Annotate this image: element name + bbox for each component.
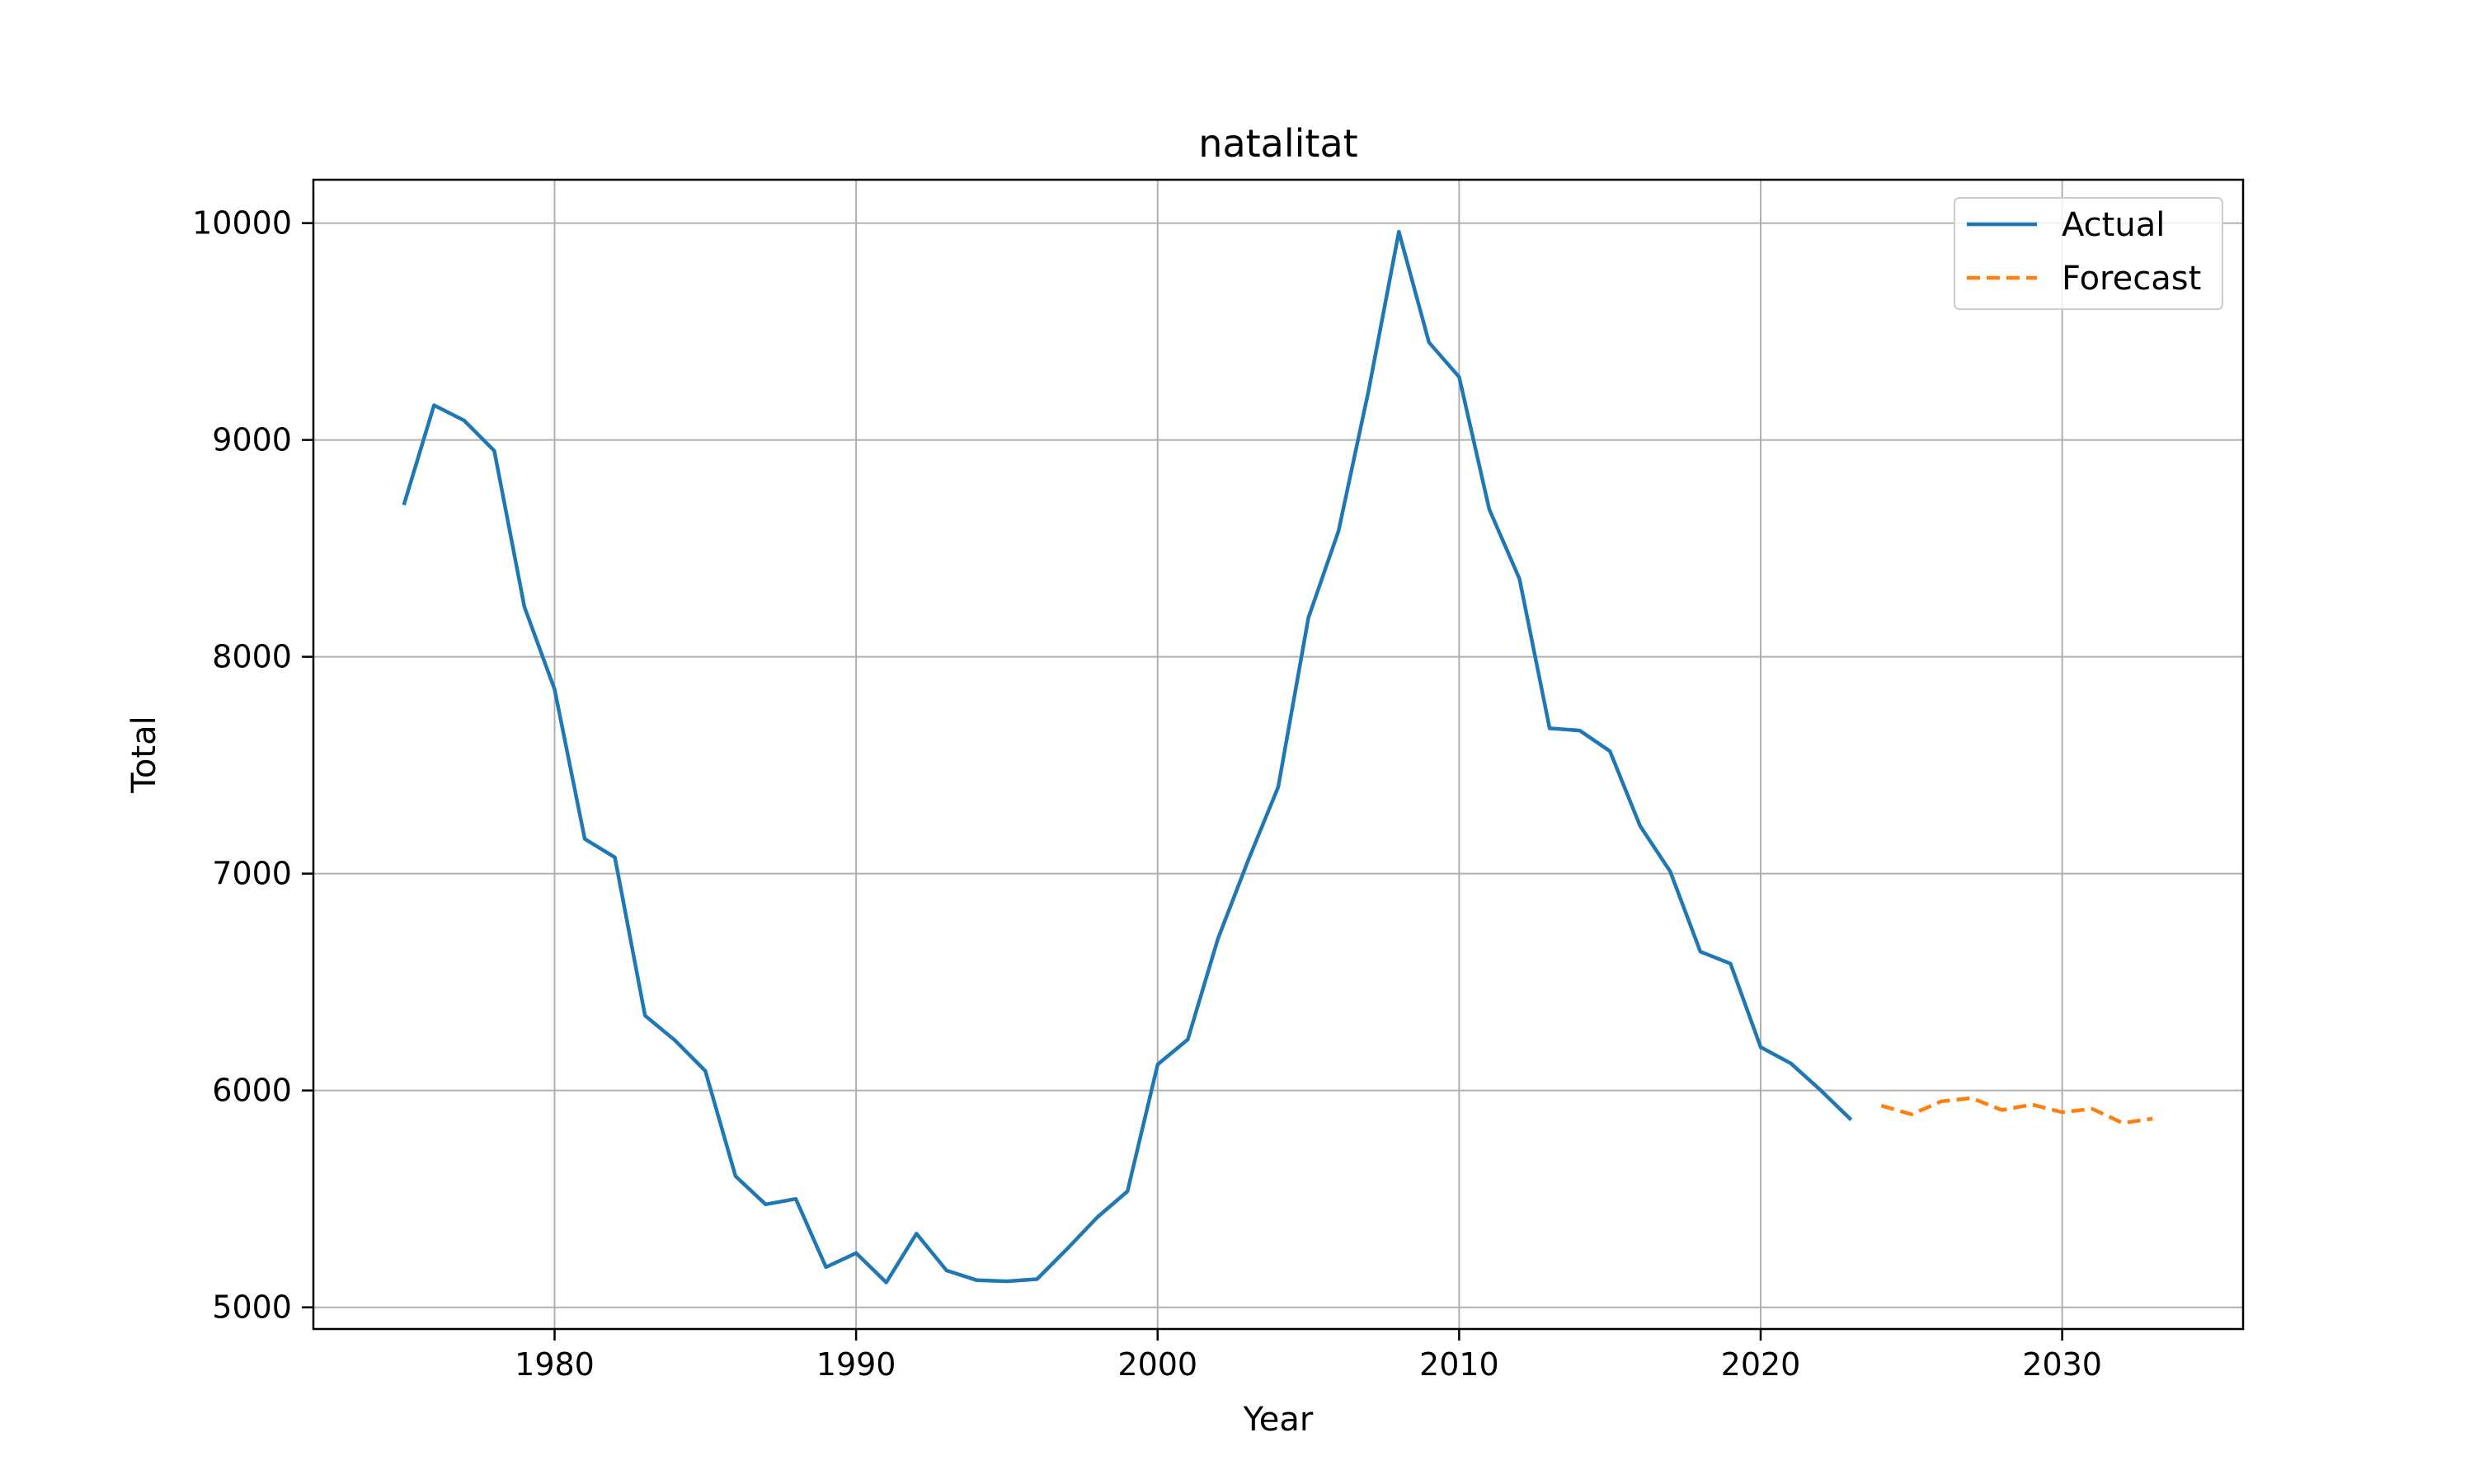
x-tick-label-1980: 1980 — [515, 1346, 595, 1383]
legend-label-forecast: Forecast — [2062, 260, 2201, 298]
y-tick-label-10000: 10000 — [192, 205, 292, 242]
series-line-actual — [402, 229, 1853, 1284]
chart-title: natalitat — [1198, 121, 1357, 166]
legend-label-actual: Actual — [2062, 206, 2165, 244]
y-tick-label-8000: 8000 — [212, 639, 292, 675]
grid — [313, 180, 2243, 1329]
legend: Actual Forecast — [1954, 197, 2223, 310]
x-axis-label: Year — [1243, 1401, 1314, 1439]
ticks: 1980 1990 2000 2010 2020 2030 5000 6000 7000 8000… — [192, 205, 2102, 1383]
y-tick-label-6000: 6000 — [212, 1073, 292, 1109]
y-tick-label-7000: 7000 — [212, 856, 292, 892]
series-line-forecast — [1880, 1096, 2153, 1125]
plot-frame — [312, 178, 2245, 1331]
x-tick-label-1990: 1990 — [816, 1346, 896, 1383]
x-tick-label-2000: 2000 — [1117, 1346, 1197, 1383]
y-tick-label-9000: 9000 — [212, 422, 292, 458]
x-tick-label-2030: 2030 — [2022, 1346, 2102, 1383]
x-tick-label-2020: 2020 — [1721, 1346, 1801, 1383]
x-tick-label-2010: 2010 — [1419, 1346, 1499, 1383]
y-tick-label-5000: 5000 — [212, 1289, 292, 1326]
series-layer — [402, 229, 2153, 1284]
y-axis-label: Total — [125, 716, 163, 793]
